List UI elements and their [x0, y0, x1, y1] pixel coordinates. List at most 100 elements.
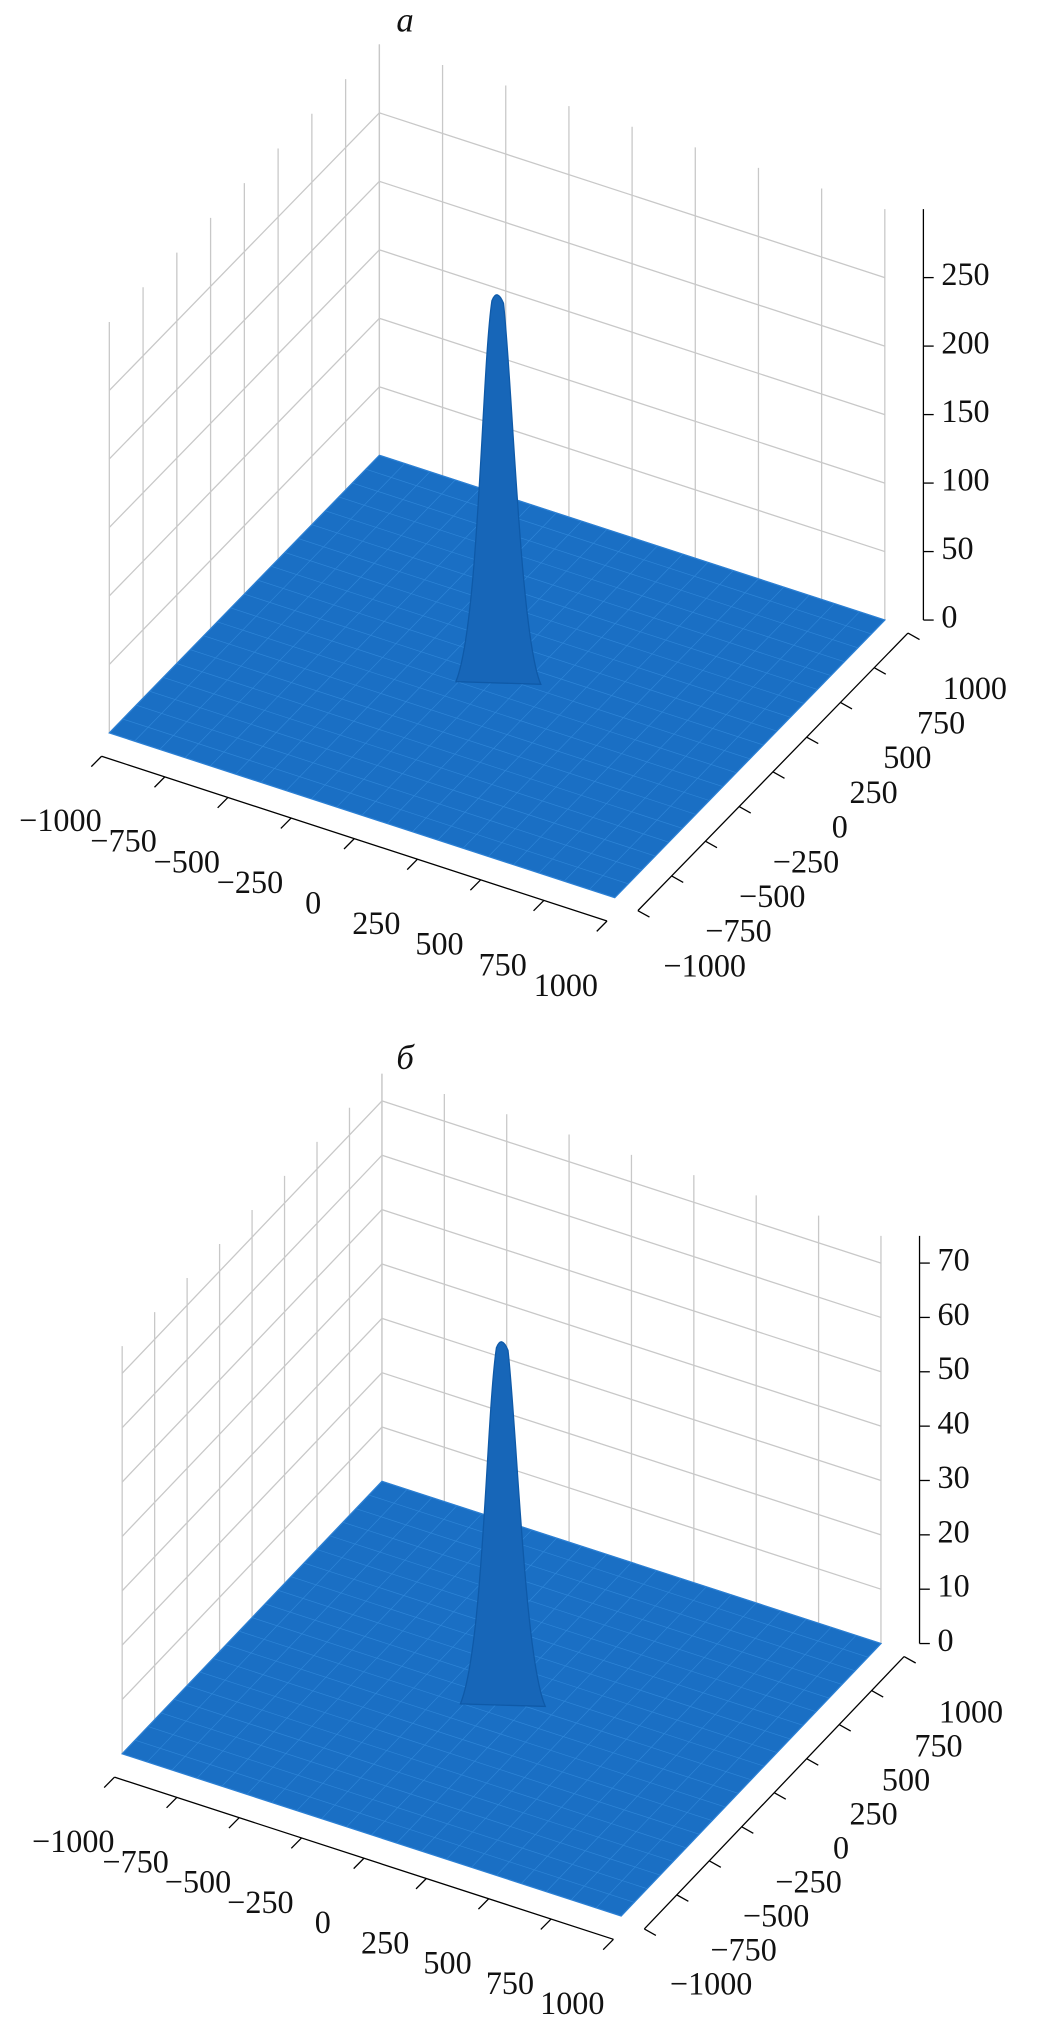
y-tick-label: 0 — [833, 1829, 849, 1865]
z-tick-label: 250 — [941, 256, 989, 292]
grid-line — [381, 1426, 882, 1590]
y-tick — [840, 701, 853, 710]
y-tick — [637, 910, 650, 918]
y-tick — [903, 1655, 916, 1664]
grid-line — [381, 1372, 882, 1536]
x-tick — [343, 838, 355, 850]
grid-line — [121, 1372, 383, 1646]
grid-line — [121, 1209, 383, 1483]
y-tick-label: −500 — [743, 1898, 809, 1934]
y-tick — [741, 1826, 754, 1834]
x-tick — [154, 776, 166, 788]
x-tick-label: 500 — [415, 926, 463, 962]
x-tick — [540, 1918, 552, 1930]
y-tick-label: 750 — [917, 704, 965, 740]
y-tick-label: −1000 — [664, 947, 746, 983]
surface-mesh — [471, 1594, 732, 1868]
y-tick — [671, 875, 684, 883]
surface-mesh — [368, 1494, 869, 1658]
x-tick-label: −1000 — [19, 802, 101, 838]
x-tick-label: −500 — [154, 843, 220, 879]
x-tick-label: −1000 — [32, 1823, 114, 1859]
grid-line — [121, 1263, 383, 1537]
grid-line — [381, 1154, 882, 1319]
y-tick-label: 1000 — [943, 670, 1007, 706]
y-tick — [705, 840, 718, 849]
x-tick — [290, 1837, 303, 1849]
x-tick — [166, 1796, 178, 1809]
y-tick — [708, 1860, 722, 1868]
surface-mesh — [352, 482, 858, 649]
x-tick — [217, 796, 229, 809]
surface-mesh — [488, 578, 759, 857]
surface-peak — [454, 294, 542, 685]
x-tick — [406, 858, 418, 871]
z-tick-label: 0 — [938, 1622, 954, 1658]
grid-line — [121, 1317, 383, 1592]
z-tick-label: 50 — [938, 1350, 970, 1386]
surface-mesh — [365, 468, 872, 635]
grid-line — [381, 1209, 882, 1373]
z-tick-label: 150 — [941, 393, 989, 429]
y-tick-label: −750 — [710, 1932, 776, 1968]
surface-mesh — [325, 510, 831, 676]
z-tick-label: 200 — [941, 324, 989, 360]
z-tick-label: 70 — [938, 1241, 970, 1277]
grid-line — [121, 1154, 383, 1429]
chart-title: а — [396, 0, 413, 39]
y-tick — [806, 736, 819, 745]
y-tick-label: −1000 — [670, 1966, 752, 2002]
y-tick — [907, 632, 920, 641]
surface-mesh — [338, 496, 845, 663]
x-tick — [103, 1776, 115, 1788]
y-tick — [773, 1792, 787, 1800]
grid-line — [121, 1426, 383, 1700]
x-tick-label: 0 — [305, 884, 321, 920]
surface-mesh — [355, 1508, 856, 1672]
y-tick-label: −250 — [773, 843, 839, 879]
surface-mesh — [316, 1549, 817, 1712]
surface-mesh — [303, 1562, 804, 1726]
grid-line — [108, 180, 380, 460]
surface-mesh — [412, 553, 683, 832]
surface-mesh — [284, 552, 791, 718]
y-tick-label: 500 — [882, 1761, 930, 1797]
surface-mesh — [546, 1618, 807, 1892]
surface-mesh — [446, 1586, 707, 1860]
grid-line — [381, 1100, 882, 1264]
grid-line — [108, 386, 380, 665]
y-tick-label: 0 — [832, 809, 848, 845]
surface-mesh — [462, 570, 734, 849]
x-tick — [280, 817, 292, 829]
z-tick-label: 30 — [938, 1459, 970, 1495]
y-tick-label: 500 — [883, 739, 931, 775]
x-tick-label: 750 — [479, 946, 527, 982]
surface-mesh — [496, 1602, 757, 1876]
y-tick-label: 750 — [914, 1727, 962, 1763]
surface-mesh — [421, 1578, 682, 1852]
surface-mesh — [595, 1635, 857, 1909]
grid-line — [381, 1317, 882, 1482]
x-tick — [90, 755, 103, 768]
y-tick-label: −250 — [775, 1863, 841, 1899]
x-tick — [353, 1857, 365, 1870]
x-tick-label: 1000 — [534, 967, 598, 1003]
grid-line — [379, 386, 886, 553]
x-tick — [596, 920, 608, 932]
surface-mesh — [290, 1576, 791, 1740]
x-tick-label: −250 — [217, 864, 283, 900]
surface-mesh — [538, 595, 810, 874]
y-tick — [873, 667, 887, 675]
y-tick-label: 250 — [849, 774, 897, 810]
surface-mesh — [571, 1627, 832, 1900]
x-tick-label: −750 — [90, 823, 156, 859]
x-tick-label: 1000 — [540, 1985, 604, 2021]
x-tick — [228, 1817, 240, 1829]
z-tick-label: 20 — [938, 1513, 970, 1549]
x-tick — [477, 1898, 490, 1910]
y-tick — [806, 1758, 819, 1766]
surface-mesh — [437, 562, 709, 841]
surface-mesh — [387, 545, 658, 824]
